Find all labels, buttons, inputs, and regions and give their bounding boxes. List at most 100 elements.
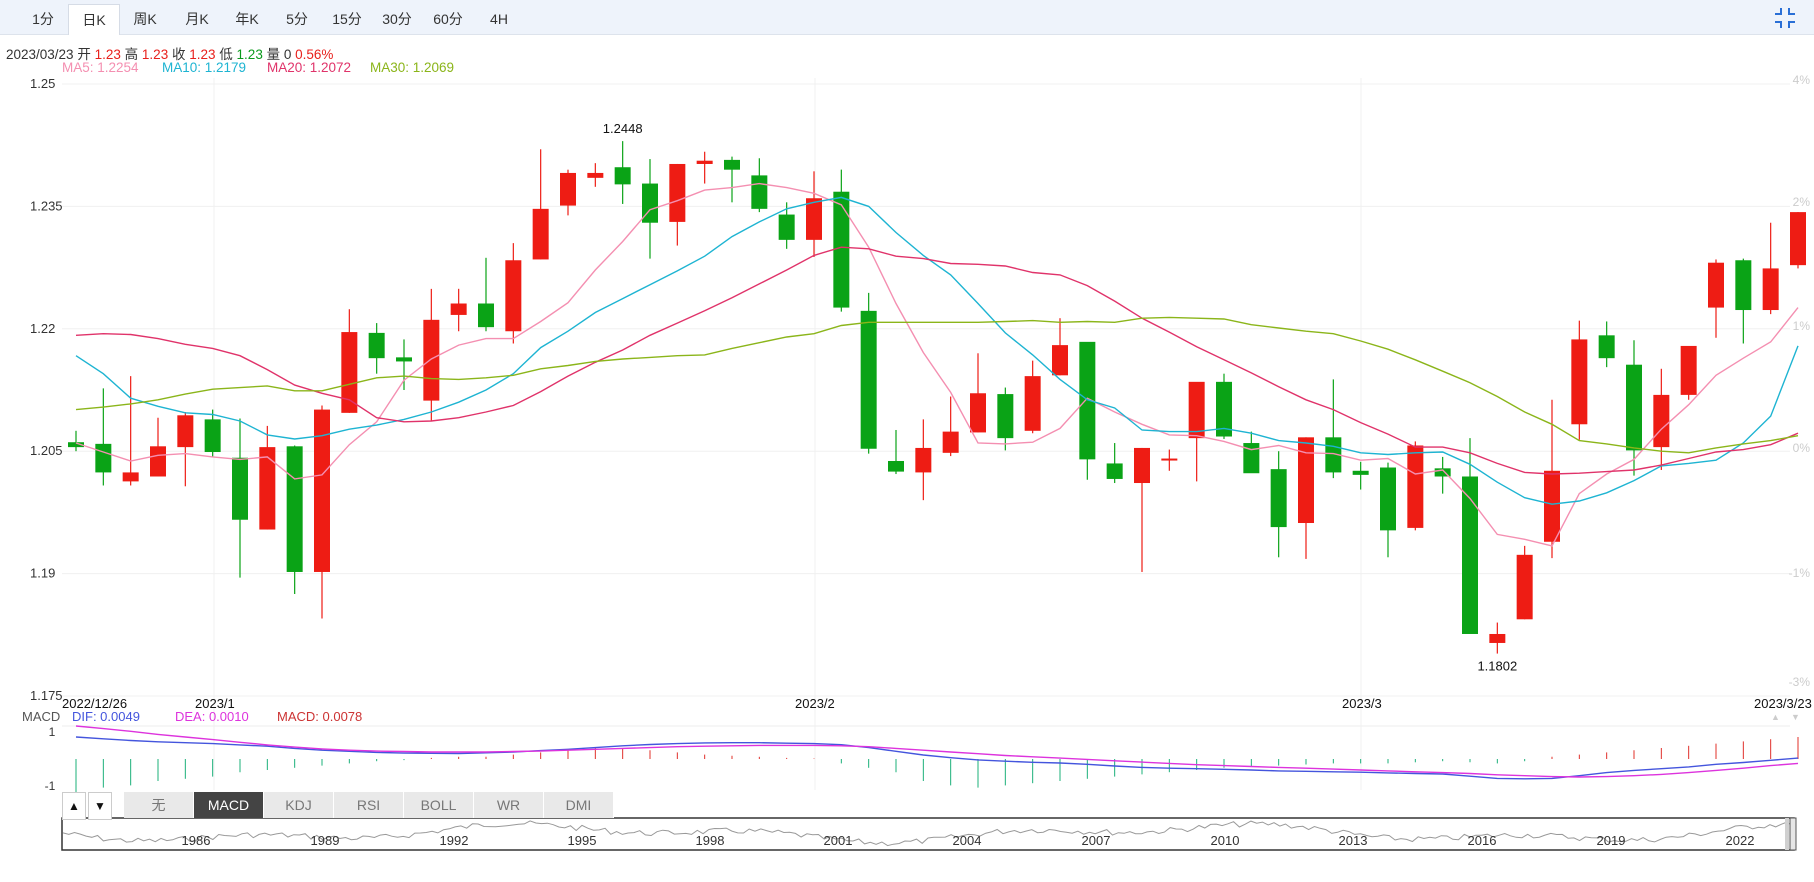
- info-date: 2023/03/23: [6, 47, 74, 62]
- candle-body: [1434, 468, 1451, 477]
- y-tick-label: 1.235: [30, 198, 63, 213]
- candle-body: [286, 446, 303, 572]
- candle-body: [1380, 467, 1396, 531]
- ma-line-ma10: [75, 196, 1799, 505]
- open-value: 1.23: [94, 47, 121, 62]
- candle-body: [68, 442, 84, 448]
- candle-body: [122, 472, 139, 482]
- candle-body: [1544, 470, 1560, 542]
- navigator-year-label: 2010: [1211, 833, 1240, 848]
- indicator-5[interactable]: WR: [474, 792, 544, 818]
- close-value: 1.23: [189, 47, 216, 62]
- indicator-4[interactable]: BOLL: [404, 792, 474, 818]
- candle-body: [396, 357, 412, 362]
- ma-legend-3: MA30: 1.2069: [370, 60, 455, 75]
- navigator-year-label: 1998: [696, 833, 725, 848]
- scroll-down-button[interactable]: ▼: [88, 792, 112, 820]
- candle-body: [1653, 394, 1670, 448]
- high-value: 1.23: [141, 47, 169, 62]
- tab-7[interactable]: 30分: [382, 11, 412, 27]
- y-tick-label: 1.22: [30, 321, 55, 336]
- navigator-handle-left: [1785, 818, 1789, 850]
- navigator-year-label: 1989: [311, 833, 340, 848]
- candle-body: [1516, 554, 1533, 620]
- tab-1[interactable]: 日K: [68, 4, 120, 35]
- tab-4[interactable]: 年K: [235, 11, 259, 27]
- range-navigator[interactable]: 1986 1989 1992 1995 1998 2001 2004 2007 2010 2013…: [61, 817, 1797, 851]
- candle-body: [1598, 335, 1615, 359]
- y-tick-label: 1.175: [30, 688, 63, 703]
- navigator-year-label: 2004: [953, 833, 982, 848]
- indicator-1[interactable]: MACD: [194, 792, 264, 818]
- pct-tick-label: 4%: [1793, 73, 1811, 87]
- macd-dea-label: DEA: 0.0010: [175, 709, 249, 724]
- candle-body: [1161, 458, 1178, 461]
- tab-2[interactable]: 周K: [133, 11, 157, 27]
- candle-body: [1626, 364, 1642, 451]
- macd-scroll-down-icon: ▼: [1791, 712, 1800, 722]
- volume-label: 量: [266, 47, 281, 62]
- ma-line-ma5: [75, 182, 1799, 547]
- indicator-3[interactable]: RSI: [334, 792, 404, 818]
- candle-body: [1243, 443, 1260, 474]
- candle-body: [614, 167, 631, 185]
- ma-legend-1: MA10: 1.2179: [162, 60, 247, 75]
- candle-body: [1462, 476, 1478, 634]
- macd-y-tick: 1: [49, 725, 56, 739]
- tab-9[interactable]: 4H: [490, 11, 508, 27]
- tab-5[interactable]: 5分: [286, 11, 308, 27]
- candle-body: [1024, 376, 1041, 431]
- x-tick-label: 2023/3/23: [1754, 696, 1812, 711]
- candle-body: [1708, 262, 1724, 308]
- pct-tick-label: 0%: [1793, 441, 1811, 455]
- candle-body: [150, 446, 166, 477]
- tab-0[interactable]: 1分: [32, 11, 54, 27]
- scroll-up-button[interactable]: ▲: [62, 792, 86, 820]
- indicator-2[interactable]: KDJ: [264, 792, 334, 818]
- close-label: 收: [171, 47, 186, 62]
- tab-6[interactable]: 15分: [332, 11, 362, 27]
- collapse-icon[interactable]: [1772, 5, 1798, 31]
- candle-body: [1270, 469, 1287, 528]
- change-percent: 0.56%: [295, 47, 334, 62]
- y-tick-label: 1.25: [30, 76, 55, 91]
- candle-body: [806, 198, 822, 240]
- candle-body: [314, 409, 330, 572]
- candle-body: [833, 191, 850, 308]
- candle-body: [1407, 445, 1424, 528]
- candle-body: [724, 159, 740, 170]
- candle-body: [751, 175, 768, 209]
- navigator-year-label: 2019: [1597, 833, 1626, 848]
- x-tick-label: 2022/12/26: [62, 696, 127, 711]
- tab-8[interactable]: 60分: [433, 11, 463, 27]
- navigator-handle: [1789, 817, 1797, 851]
- candle-body: [1571, 339, 1588, 425]
- macd-dea-line: [75, 725, 1799, 778]
- navigator-year-label: 2013: [1339, 833, 1368, 848]
- open-label: 开: [77, 47, 91, 62]
- volume-value: 0: [283, 47, 292, 62]
- candle-body: [450, 303, 467, 315]
- navigator-year-label: 2001: [824, 833, 853, 848]
- pct-tick-label: 2%: [1793, 195, 1811, 209]
- candle-body: [259, 447, 276, 530]
- candle-body: [997, 394, 1014, 439]
- indicator-6[interactable]: DMI: [544, 792, 614, 818]
- ma-line-ma30: [75, 316, 1799, 454]
- candle-body: [505, 260, 522, 332]
- candle-body: [778, 214, 795, 240]
- candle-body: [1079, 341, 1096, 460]
- candle-body: [1680, 345, 1697, 395]
- candle-body: [888, 460, 904, 472]
- candle-body: [696, 160, 713, 164]
- candle-body: [341, 332, 358, 413]
- candle-body: [423, 319, 440, 401]
- pct-tick-label: 1%: [1793, 319, 1811, 333]
- y-tick-label: 1.205: [30, 443, 63, 458]
- macd-dif-label: DIF: 0.0049: [72, 709, 140, 724]
- tab-3[interactable]: 月K: [185, 11, 209, 27]
- macd-value-label: MACD: 0.0078: [277, 709, 362, 724]
- indicator-0[interactable]: 无: [124, 792, 194, 818]
- x-tick-label: 2023/2: [795, 696, 835, 711]
